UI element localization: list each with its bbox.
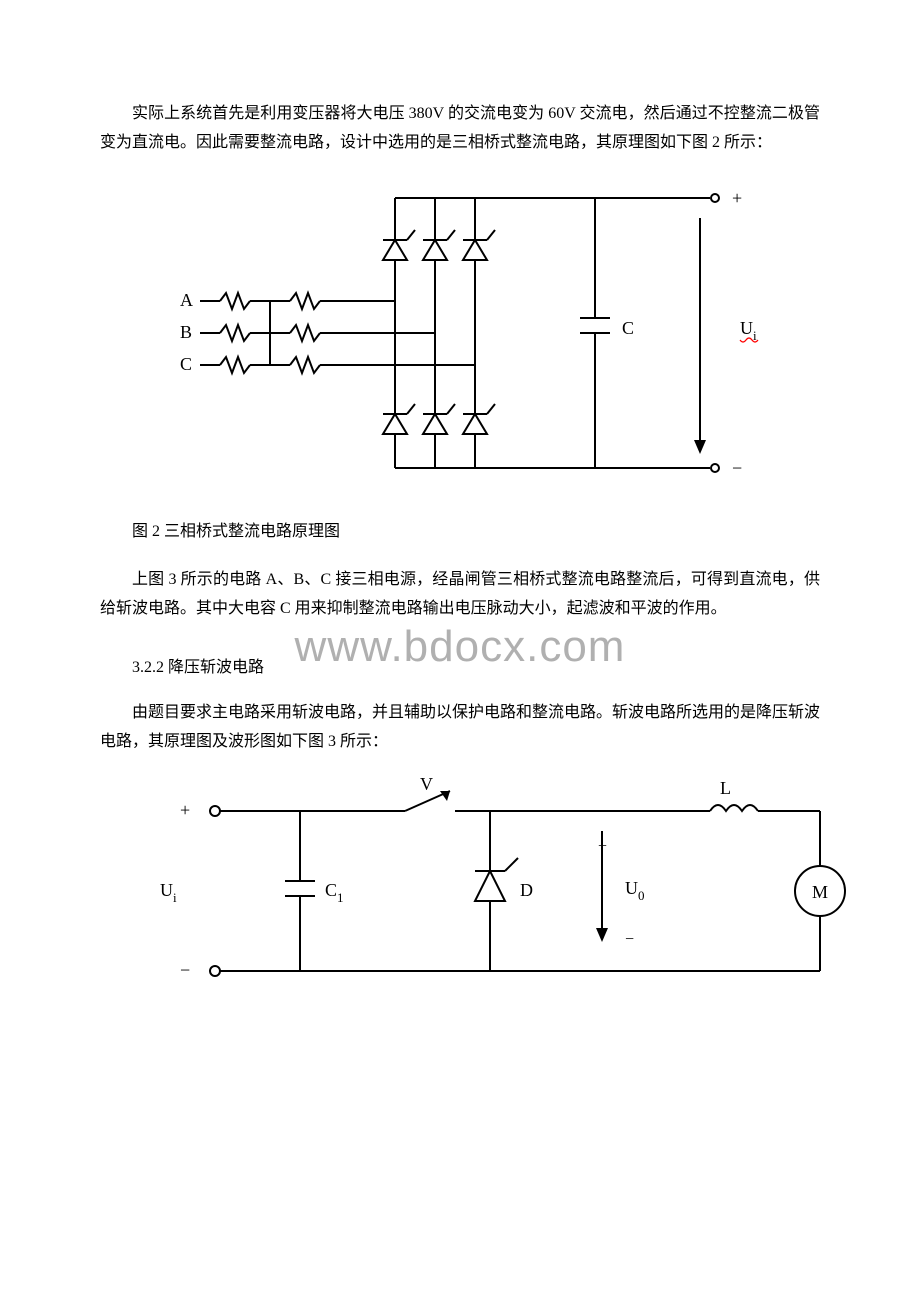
heading-3-2-2: 3.2.2 降压斩波电路 [100,654,820,683]
plus-label: + [732,188,742,208]
switch-v-label: V [420,776,433,794]
paragraph-after-fig2: 上图 3 所示的电路 A、B、C 接三相电源，经晶闸管三相桥式整流电路整流后，可… [100,566,820,624]
plus-top-label: + [180,800,190,820]
inductor-l-label: L [720,778,731,798]
paragraph-intro: 实际上系统首先是利用变压器将大电压 380V 的交流电变为 60V 交流电，然后… [100,100,820,158]
figure-3-chopper: + − Ui V L M [140,776,860,996]
minus-label: − [732,458,742,478]
ui-label: Ui [740,318,757,343]
top-diodes [383,230,495,260]
c1-label: C1 [325,880,344,905]
paragraph-chopper: 由题目要求主电路采用斩波电路，并且辅助以保护电路和整流电路。斩波电路所选用的是降… [100,699,820,757]
u0-label: U0 [625,878,645,903]
minus-bottom-label: − [180,960,190,980]
u0-minus-label: − [625,931,634,948]
bottom-diodes [383,404,495,434]
phase-b-label: B [180,322,192,342]
ui-chopper-label: Ui [160,880,177,905]
motor-m-label: M [812,882,828,902]
cap-c-label: C [622,318,634,338]
figure-2-rectifier: + − A B C [140,178,780,498]
figure-2-caption: 图 2 三相桥式整流电路原理图 [100,518,820,547]
diode-d-label: D [520,880,533,900]
phase-c-label: C [180,354,192,374]
phase-a-label: A [180,290,193,310]
page-container: www.bdocx.com 实际上系统首先是利用变压器将大电压 380V 的交流… [0,0,920,1066]
